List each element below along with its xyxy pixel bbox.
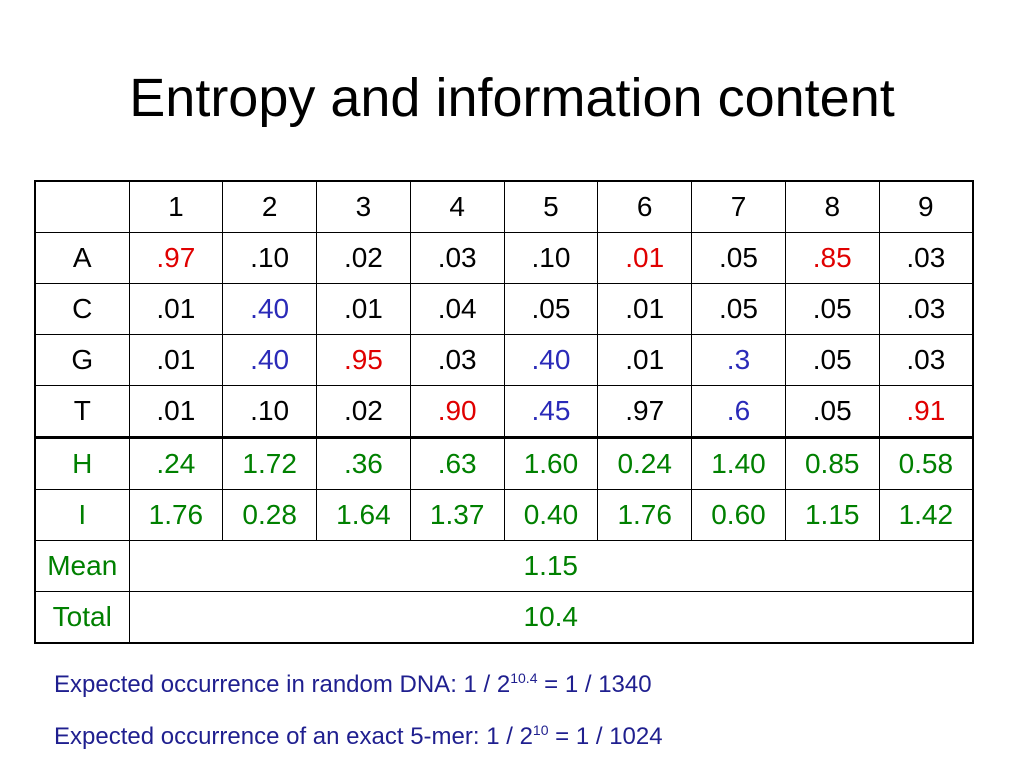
cell-i-1: 1.76	[128, 489, 224, 541]
cell-a-1: .97	[128, 232, 224, 284]
column-header-2: 2	[222, 180, 318, 233]
cell-h-6: 0.24	[597, 436, 693, 490]
note-random-dna-suffix: = 1 / 1340	[537, 671, 652, 698]
cell-h-5: 1.60	[503, 436, 599, 490]
cell-c-1: .01	[128, 283, 224, 335]
cell-g-7: .3	[691, 334, 786, 386]
column-header-8: 8	[784, 180, 880, 233]
cell-h-3: .36	[316, 436, 411, 490]
cell-i-5: 0.40	[503, 489, 599, 541]
table-row-total: Total 10.4	[34, 591, 974, 644]
cell-g-2: .40	[222, 334, 318, 386]
cell-g-5: .40	[503, 334, 599, 386]
cell-c-8: .05	[784, 283, 880, 335]
cell-t-6: .97	[597, 385, 693, 438]
cell-h-7: 1.40	[691, 436, 786, 490]
cell-a-2: .10	[222, 232, 318, 284]
probability-matrix-table: 1 2 3 4 5 6 7 8 9 A .97.10.02.03.10.01.05.85.03 C .0…	[34, 180, 974, 644]
column-header-5: 5	[503, 180, 599, 233]
cell-i-3: 1.64	[316, 489, 411, 541]
cell-t-3: .02	[316, 385, 411, 438]
total-value: 10.4	[128, 591, 974, 644]
cell-g-3: .95	[316, 334, 411, 386]
note-exact-5mer-prefix: Expected occurrence of an exact 5-mer: 1…	[54, 723, 533, 750]
cell-t-8: .05	[784, 385, 880, 438]
table-row-c: C .01.40.01.04.05.01.05.05.03	[34, 283, 974, 335]
cell-h-4: .63	[409, 436, 505, 490]
row-label-total: Total	[34, 591, 130, 644]
row-label-h: H	[34, 436, 130, 490]
cell-i-7: 0.60	[691, 489, 786, 541]
cell-c-2: .40	[222, 283, 318, 335]
note-exact-5mer: Expected occurrence of an exact 5-mer: 1…	[54, 716, 754, 751]
cell-i-4: 1.37	[409, 489, 505, 541]
cell-t-7: .6	[691, 385, 786, 438]
row-label-mean: Mean	[34, 540, 130, 592]
cell-t-5: .45	[503, 385, 599, 438]
cell-c-7: .05	[691, 283, 786, 335]
cell-a-5: .10	[503, 232, 599, 284]
cell-h-9: 0.58	[878, 436, 974, 490]
cell-i-2: 0.28	[222, 489, 318, 541]
cell-a-4: .03	[409, 232, 505, 284]
cell-h-1: .24	[128, 436, 224, 490]
cell-a-6: .01	[597, 232, 693, 284]
note-random-dna-exponent: 10.4	[510, 670, 538, 686]
cell-c-4: .04	[409, 283, 505, 335]
cell-t-4: .90	[409, 385, 505, 438]
column-header-4: 4	[409, 180, 505, 233]
cell-g-9: .03	[878, 334, 974, 386]
table-row-g: G .01.40.95.03.40.01.3.05.03	[34, 334, 974, 386]
cell-t-9: .91	[878, 385, 974, 438]
table-row-t: T .01.10.02.90.45.97.6.05.91	[34, 385, 974, 438]
matrix-body: 1 2 3 4 5 6 7 8 9 A .97.10.02.03.10.01.05.85.03 C .0…	[34, 180, 974, 644]
cell-a-7: .05	[691, 232, 786, 284]
cell-c-9: .03	[878, 283, 974, 335]
column-header-3: 3	[316, 180, 411, 233]
note-exact-5mer-exponent: 10	[532, 722, 549, 738]
cell-g-6: .01	[597, 334, 693, 386]
column-header-7: 7	[691, 180, 786, 233]
table-row-i: I 1.76 0.28 1.64 1.37 0.40 1.76 0.60 1.15 1.42	[34, 489, 974, 541]
cell-i-8: 1.15	[784, 489, 880, 541]
cell-a-8: .85	[784, 232, 880, 284]
cell-g-4: .03	[409, 334, 505, 386]
row-label-c: C	[34, 283, 130, 335]
row-label-t: T	[34, 385, 130, 438]
cell-g-8: .05	[784, 334, 880, 386]
row-label-a: A	[34, 232, 130, 284]
row-label-g: G	[34, 334, 130, 386]
cell-c-5: .05	[503, 283, 599, 335]
cell-t-2: .10	[222, 385, 318, 438]
cell-g-1: .01	[128, 334, 224, 386]
row-label-i: I	[34, 489, 130, 541]
column-header-9: 9	[878, 180, 974, 233]
table-row-mean: Mean 1.15	[34, 540, 974, 592]
cell-h-8: 0.85	[784, 436, 880, 490]
cell-h-2: 1.72	[222, 436, 318, 490]
cell-c-3: .01	[316, 283, 411, 335]
note-random-dna-prefix: Expected occurrence in random DNA: 1 / 2	[54, 671, 511, 698]
cell-a-9: .03	[878, 232, 974, 284]
slide-title: Entropy and information content	[129, 68, 895, 128]
cell-i-6: 1.76	[597, 489, 693, 541]
column-header-6: 6	[597, 180, 693, 233]
corner-cell	[34, 180, 130, 233]
note-exact-5mer-suffix: = 1 / 1024	[548, 723, 663, 750]
cell-i-9: 1.42	[878, 489, 974, 541]
note-random-dna: Expected occurrence in random DNA: 1 / 2…	[54, 664, 754, 699]
mean-value: 1.15	[128, 540, 974, 592]
cell-a-3: .02	[316, 232, 411, 284]
cell-t-1: .01	[128, 385, 224, 438]
table-row-h: H .24 1.72.36.63 1.60 0.24 1.40 0.85 0.58	[34, 436, 974, 490]
table-row-a: A .97.10.02.03.10.01.05.85.03	[34, 232, 974, 284]
column-header-1: 1	[128, 180, 224, 233]
cell-c-6: .01	[597, 283, 693, 335]
